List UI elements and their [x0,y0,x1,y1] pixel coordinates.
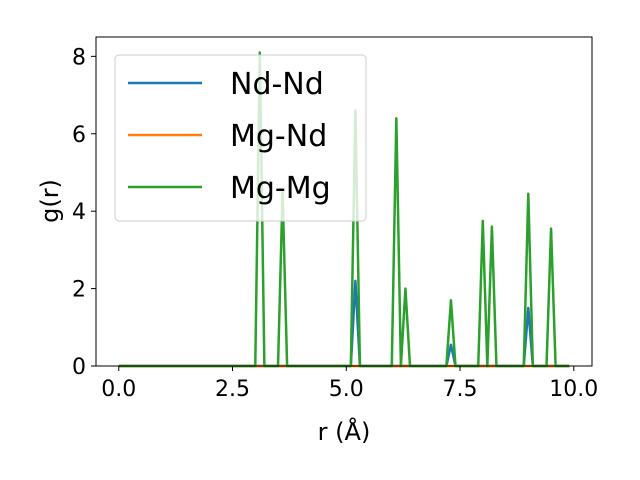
y-tick-label: 4 [72,200,86,225]
x-tick-label: 5.0 [329,377,364,402]
y-axis-ticks: 0 2 4 6 8 [72,45,96,380]
legend: Nd-Nd Mg-Nd Mg-Mg [114,54,367,222]
series-line-nd-nd [118,279,570,368]
plot-frame [95,36,593,367]
x-tick-label: 2.5 [215,377,250,402]
legend-label-mg-nd: Mg-Nd [230,119,327,154]
x-axis-label: r (Å) [318,417,371,446]
x-tick-label: 7.5 [443,377,478,402]
legend-frame [114,54,367,222]
y-tick-label: 6 [72,123,86,148]
y-axis-label: g(r) [36,179,64,223]
legend-label-nd-nd: Nd-Nd [230,67,324,102]
x-tick-label: 10.0 [549,377,598,402]
y-tick-label: 2 [72,278,86,303]
y-tick-label: 8 [72,45,86,70]
x-axis-ticks: 0.0 2.5 5.0 7.5 10.0 [101,366,598,402]
x-tick-label: 0.0 [101,377,136,402]
y-tick-label: 0 [72,355,86,380]
legend-label-mg-mg: Mg-Mg [230,171,331,206]
